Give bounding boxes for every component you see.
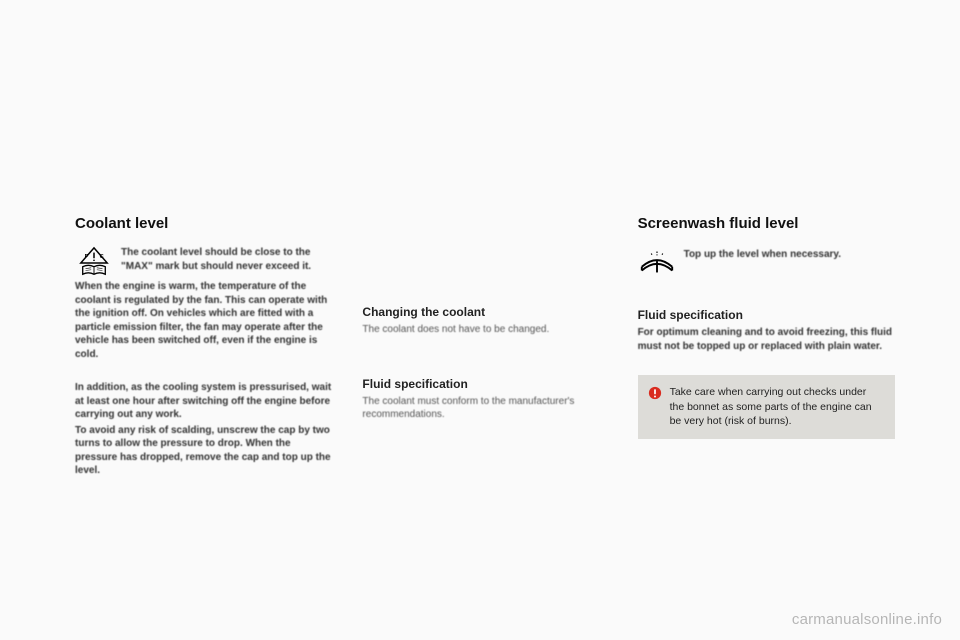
warning-text: Take care when carrying out checks under… bbox=[670, 385, 883, 429]
fluid-spec-coolant-text: The coolant must conform to the manufact… bbox=[362, 395, 607, 422]
heading-fluid-spec-screenwash: Fluid specification bbox=[638, 308, 895, 322]
watermark: carmanualsonline.info bbox=[792, 611, 942, 628]
svg-text:F: F bbox=[85, 254, 89, 260]
screenwash-p1: Top up the level when necessary. bbox=[684, 246, 841, 262]
fluid-spec-screenwash-text: For optimum cleaning and to avoid freezi… bbox=[638, 326, 895, 353]
heading-fluid-spec-coolant: Fluid specification bbox=[362, 377, 607, 391]
page-content: Coolant level F C The coolant level shou… bbox=[75, 215, 895, 478]
warning-box: Take care when carrying out checks under… bbox=[638, 375, 895, 439]
heading-coolant-level: Coolant level bbox=[75, 215, 332, 232]
column-changing-coolant: Changing the coolant The coolant does no… bbox=[362, 215, 607, 478]
coolant-p3: In addition, as the cooling system is pr… bbox=[75, 381, 332, 422]
column-coolant-level: Coolant level F C The coolant level shou… bbox=[75, 215, 332, 478]
column-screenwash: Screenwash fluid level Top up the level … bbox=[638, 215, 895, 478]
coolant-p1: The coolant level should be close to the… bbox=[121, 246, 332, 273]
coolant-text-block: The coolant level should be close to the… bbox=[121, 246, 332, 273]
coolant-p2: When the engine is warm, the temperature… bbox=[75, 280, 332, 361]
screenwash-icon-block: Top up the level when necessary. bbox=[638, 246, 895, 278]
windscreen-icon bbox=[638, 246, 676, 278]
exclamation-icon bbox=[648, 386, 662, 400]
changing-coolant-text: The coolant does not have to be changed. bbox=[362, 323, 607, 337]
svg-text:C: C bbox=[100, 254, 104, 260]
coolant-icon-block: F C The coolant level should be close to… bbox=[75, 246, 332, 278]
heading-changing-coolant: Changing the coolant bbox=[362, 305, 607, 319]
coolant-p4: To avoid any risk of scalding, unscrew t… bbox=[75, 424, 332, 478]
manual-warning-icon: F C bbox=[75, 246, 113, 278]
heading-screenwash: Screenwash fluid level bbox=[638, 215, 895, 232]
